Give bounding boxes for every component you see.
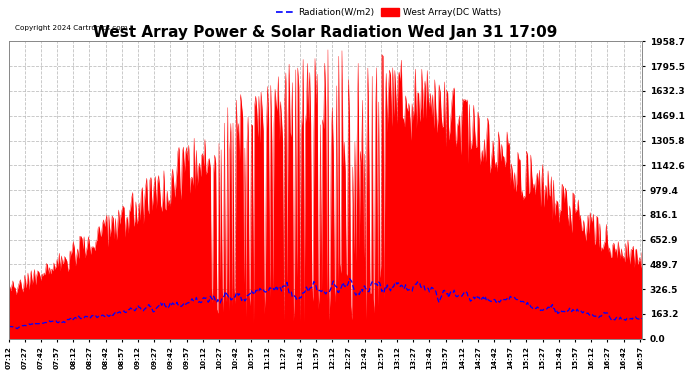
- Text: Copyright 2024 Cartronics.com: Copyright 2024 Cartronics.com: [15, 25, 128, 31]
- Title: West Array Power & Solar Radiation Wed Jan 31 17:09: West Array Power & Solar Radiation Wed J…: [93, 25, 558, 40]
- Legend: Radiation(W/m2), West Array(DC Watts): Radiation(W/m2), West Array(DC Watts): [273, 4, 504, 21]
